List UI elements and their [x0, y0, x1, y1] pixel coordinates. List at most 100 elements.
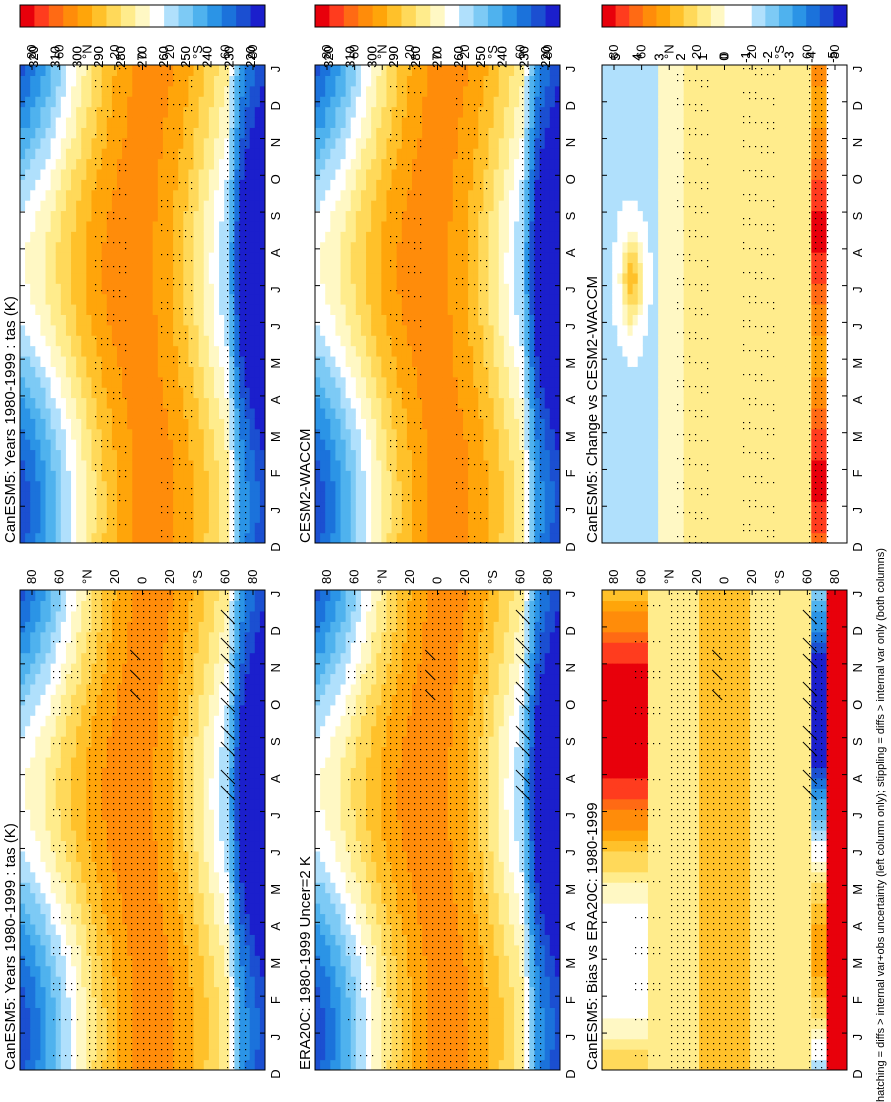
colorbar-label: 250: [473, 46, 488, 68]
colorbar-label: 300: [69, 46, 84, 68]
x-tick-label: D: [268, 626, 283, 635]
x-tick-label: A: [563, 395, 578, 404]
y-tick-label: 60: [52, 45, 67, 59]
colorbar-cell: [149, 5, 165, 27]
x-tick-label: S: [268, 737, 283, 746]
x-tick-label: J: [563, 849, 578, 856]
colorbar: 320 310 300 290 280 270 260 250 240 230 220: [314, 4, 561, 68]
y-tick-label: 80: [827, 45, 842, 59]
colorbar-label: 260: [156, 46, 171, 68]
x-tick-label: J: [268, 286, 283, 293]
panel-6: D J F M A M J J A S O N D J 80 60 °N 20 0 20 °S 60 80 CanESM5: …: [584, 4, 865, 552]
colorbar-cell: [401, 5, 417, 27]
y-tick-label: 60: [347, 570, 362, 584]
colorbar-label: 240: [200, 46, 215, 68]
colorbar-cell: [387, 5, 402, 27]
x-tick-label: S: [563, 211, 578, 220]
colorbar-label: -3: [782, 51, 797, 63]
x-tick-label: N: [268, 138, 283, 147]
y-tick-label: °S: [485, 45, 500, 59]
x-tick-label: D: [563, 542, 578, 551]
x-tick-label: F: [268, 996, 283, 1004]
colorbar-cell: [683, 5, 698, 27]
x-tick-label: S: [850, 211, 865, 220]
colorbar-cell: [459, 5, 474, 27]
colorbar-cell: [358, 5, 374, 27]
colorbar-cell: [221, 5, 237, 27]
colorbar-cell: [343, 5, 359, 27]
colorbar-label: 270: [430, 46, 445, 68]
x-tick-label: J: [268, 1034, 283, 1041]
colorbar-label: 320: [26, 46, 41, 68]
colorbar-label: 220: [538, 46, 553, 68]
colorbar-label: 310: [343, 46, 358, 68]
colorbar-label: 320: [26, 46, 41, 68]
x-tick-label: A: [850, 395, 865, 404]
x-tick-label: N: [563, 663, 578, 672]
colorbar-cell: [34, 5, 50, 27]
colorbar-cell: [236, 5, 251, 27]
colorbar-cell: [487, 5, 503, 27]
colorbar-label: 1: [695, 53, 710, 60]
colorbar-cell: [106, 5, 122, 27]
colorbar-label: 230: [516, 46, 531, 68]
colorbar-cell: [444, 5, 460, 27]
y-tick-label: 60: [799, 570, 814, 584]
x-tick-label: J: [268, 507, 283, 514]
colorbar-cell: [545, 5, 561, 27]
colorbar-cell: [615, 5, 630, 27]
x-tick-label: M: [563, 884, 578, 895]
colorbar-cell: [120, 5, 136, 27]
stippling: [95, 68, 247, 543]
x-tick-label: M: [268, 958, 283, 969]
colorbar-label: 2: [673, 53, 688, 60]
colorbar-cell: [250, 5, 266, 27]
y-tick-label: 80: [606, 570, 621, 584]
colorbar-label: 3: [651, 53, 666, 60]
x-tick-label: F: [563, 469, 578, 477]
x-tick-label: J: [850, 507, 865, 514]
y-tick-label: °S: [190, 45, 205, 59]
colorbar-label: 230: [221, 46, 236, 68]
x-tick-label: F: [850, 996, 865, 1004]
colorbar-label: 310: [343, 46, 358, 68]
colorbar-cell: [602, 5, 617, 27]
colorbar-label: 3: [651, 53, 666, 60]
colorbar-label: 250: [178, 46, 193, 68]
colorbar-label: -1: [738, 51, 753, 63]
panel-title: CanESM5: Years 1980-1999 : tas (K): [2, 823, 19, 1070]
x-tick-label: A: [563, 774, 578, 783]
colorbar-label: 0: [717, 53, 732, 60]
x-tick-label: D: [563, 1069, 578, 1078]
colorbar-label: 220: [243, 46, 258, 68]
colorbar-cell: [833, 5, 848, 27]
y-tick-label: °N: [374, 569, 389, 584]
colorbar-label: 290: [386, 46, 401, 68]
x-tick-label: N: [563, 138, 578, 147]
x-tick-label: J: [563, 66, 578, 73]
colorbar-cell: [473, 5, 489, 27]
heatmap-field: [602, 590, 847, 1070]
colorbar-cell: [164, 5, 179, 27]
x-tick-label: J: [850, 812, 865, 819]
y-tick-label: 20: [744, 570, 759, 584]
x-tick-label: S: [563, 737, 578, 746]
y-tick-label: 20: [457, 570, 472, 584]
colorbar-cell: [738, 5, 753, 27]
y-tick-label: 20: [162, 45, 177, 59]
colorbar-cell: [502, 5, 518, 27]
x-tick-label: M: [268, 884, 283, 895]
y-tick-label: 0: [717, 52, 732, 59]
colorbar-cell: [207, 5, 223, 27]
colorbar-label: -2: [760, 51, 775, 63]
colorbar-cell: [819, 5, 834, 27]
x-tick-label: J: [563, 286, 578, 293]
y-tick-label: 20: [402, 570, 417, 584]
y-tick-label: 80: [319, 45, 334, 59]
x-tick-label: J: [563, 507, 578, 514]
x-tick-label: A: [268, 248, 283, 257]
x-tick-label: A: [850, 774, 865, 783]
stippling: [348, 593, 542, 1069]
colorbar-label: 4: [630, 53, 645, 60]
x-tick-label: A: [850, 922, 865, 931]
